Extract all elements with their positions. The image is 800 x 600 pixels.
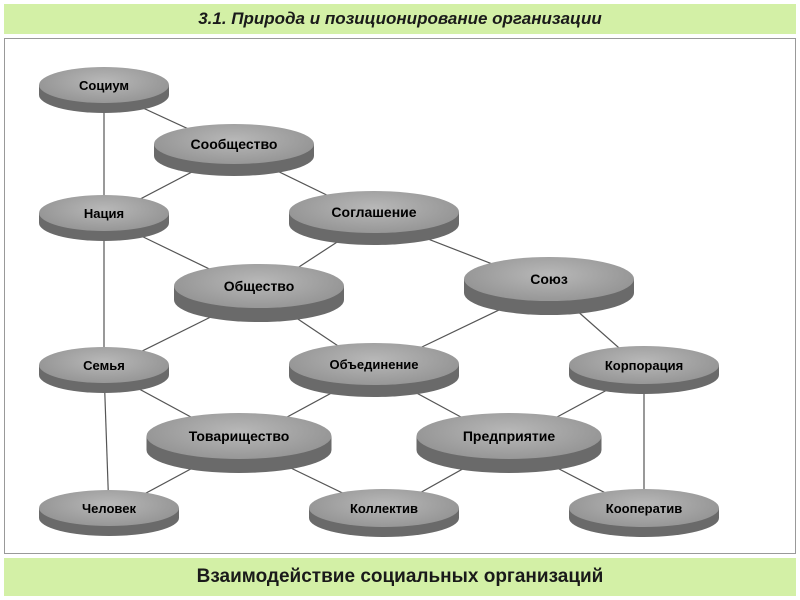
- node-label: Корпорация: [569, 346, 719, 384]
- node-obshchestvo: Общество: [174, 264, 344, 322]
- node-tovarishchestvo: Товарищество: [147, 413, 332, 473]
- network-diagram: Социум Сообщество Нация Соглашение Общество С…: [4, 38, 796, 554]
- node-label: Общество: [174, 264, 344, 308]
- footer-bar: Взаимодействие социальных организаций: [4, 558, 796, 596]
- node-label: Социум: [39, 67, 169, 103]
- node-predpriyatie: Предприятие: [417, 413, 602, 473]
- node-label: Человек: [39, 490, 179, 526]
- node-kollektiv: Коллектив: [309, 489, 459, 537]
- node-natsiya: Нация: [39, 195, 169, 241]
- footer-title: Взаимодействие социальных организаций: [197, 566, 604, 588]
- header-bar: 3.1. Природа и позиционирование организа…: [4, 4, 796, 34]
- node-label: Соглашение: [289, 191, 459, 233]
- node-socium: Социум: [39, 67, 169, 113]
- header-title: 3.1. Природа и позиционирование организа…: [198, 9, 602, 29]
- node-kooperativ: Кооператив: [569, 489, 719, 537]
- node-label: Предприятие: [417, 413, 602, 459]
- node-chelovek: Человек: [39, 490, 179, 536]
- node-semya: Семья: [39, 347, 169, 393]
- node-soglashenie: Соглашение: [289, 191, 459, 245]
- edges-layer: [4, 38, 796, 554]
- node-label: Кооператив: [569, 489, 719, 527]
- node-label: Сообщество: [154, 124, 314, 164]
- node-soyuz: Союз: [464, 257, 634, 315]
- node-label: Союз: [464, 257, 634, 301]
- node-label: Нация: [39, 195, 169, 231]
- node-label: Объединение: [289, 343, 459, 385]
- node-label: Товарищество: [147, 413, 332, 459]
- node-label: Семья: [39, 347, 169, 383]
- node-obyedinenie: Объединение: [289, 343, 459, 397]
- node-korporatsiya: Корпорация: [569, 346, 719, 394]
- node-soobshchestvo: Сообщество: [154, 124, 314, 176]
- node-label: Коллектив: [309, 489, 459, 527]
